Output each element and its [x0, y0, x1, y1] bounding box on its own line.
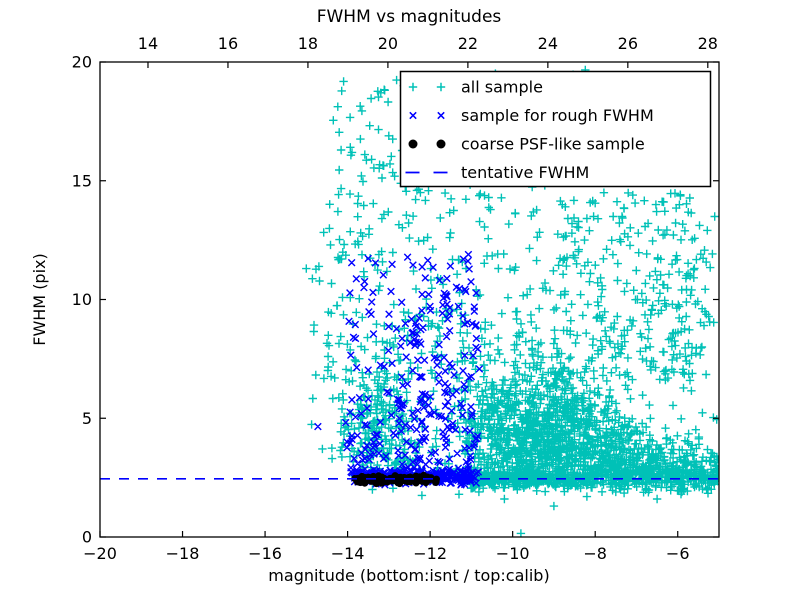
legend-entry-coarse-psf: coarse PSF-like sample: [408, 135, 645, 154]
legend-label: sample for rough FWHM: [461, 106, 654, 125]
top-tick-label: 16: [218, 34, 238, 53]
axes-frame: [99, 61, 720, 538]
x-tick-label: −10: [496, 544, 530, 563]
top-tick-label: 24: [538, 34, 558, 53]
axis-ticks: −20 −18 −16 −14 −12 −10 −8 −6 14 16 18 20 22 24 26 28 0 5…: [72, 34, 719, 563]
x-tick-label: −8: [583, 544, 607, 563]
chart-title: FWHM vs magnitudes: [317, 7, 502, 27]
plus-marker-icon: [408, 82, 446, 92]
x-tick-label: −20: [83, 544, 117, 563]
legend-box: [399, 70, 712, 188]
top-tick-label: 26: [618, 34, 638, 53]
x-axis-label: magnitude (bottom:isnt / top:calib): [268, 566, 549, 585]
y-tick-label: 0: [82, 528, 92, 547]
plot-area: [100, 65, 719, 537]
y-tick-label: 15: [72, 171, 92, 190]
x-tick-label: −6: [666, 544, 690, 563]
x-tick-label: −18: [166, 544, 200, 563]
y-tick-label: 5: [82, 409, 92, 428]
x-tick-label: −16: [248, 544, 282, 563]
top-tick-label: 20: [378, 34, 398, 53]
x-marker-icon: [409, 111, 445, 120]
x-tick-label: −12: [413, 544, 447, 563]
x-tick-label: −14: [331, 544, 365, 563]
y-tick-label: 20: [72, 53, 92, 72]
legend-entry-tentative-fwhm: tentative FWHM: [405, 163, 589, 182]
y-tick-label: 10: [72, 290, 92, 309]
legend-label: coarse PSF-like sample: [461, 135, 645, 154]
y-axis-label: FWHM (pix): [30, 253, 49, 346]
top-tick-label: 22: [458, 34, 478, 53]
top-tick-label: 28: [698, 34, 718, 53]
coarse-psf-sample-points: [351, 471, 441, 488]
legend-entry-all-sample: all sample: [408, 78, 543, 97]
dot-marker-icon: [436, 139, 446, 149]
top-tick-label: 18: [298, 34, 318, 53]
legend-label: tentative FWHM: [461, 163, 589, 182]
dot-marker-icon: [408, 139, 418, 149]
legend-entry-rough-fwhm: sample for rough FWHM: [409, 106, 654, 125]
top-tick-label: 14: [138, 34, 158, 53]
legend-label: all sample: [461, 78, 543, 97]
legend: all sample sample for rough FWHM coarse …: [399, 70, 712, 188]
